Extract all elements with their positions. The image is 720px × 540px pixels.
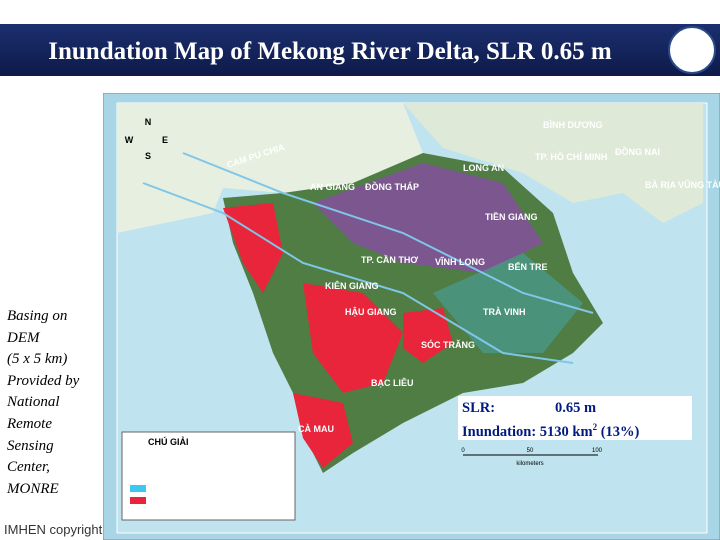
sidebar-line: Sensing [7, 437, 54, 454]
compass-label: W [125, 135, 134, 145]
river [142, 182, 574, 364]
legend-swatch [130, 497, 146, 504]
sidebar-line: DEM [7, 329, 40, 346]
east-land [403, 103, 703, 223]
slr-value: 0.65 m [555, 400, 597, 416]
flood [303, 283, 403, 393]
footer: IMHEN copyright [4, 522, 103, 537]
scale-tick: 100 [592, 448, 603, 454]
sidebar-line: Basing on [7, 308, 68, 324]
sidebar-line: Remote [7, 415, 52, 432]
legend-swatch [130, 485, 146, 492]
province-label: ĐỒNG THÁP [365, 181, 419, 192]
cambodia [117, 103, 423, 233]
province-label: LONG AN [463, 163, 504, 173]
inundation-exp: 2 [592, 422, 598, 432]
flood [293, 393, 353, 468]
scale-unit: kilometers [516, 461, 543, 467]
sidebar-line: (5 x 5 km) [7, 351, 68, 368]
scale-tick: 50 [527, 448, 534, 454]
province-label: BÌNH DƯƠNG [543, 120, 603, 130]
province-label: CÀ MAU [298, 424, 334, 434]
flood [403, 308, 453, 363]
province-label: SÓC TRĂNG [421, 339, 475, 350]
slr-line: SLR: 0.65 m [462, 399, 692, 418]
province-label: TIỀN GIANG [485, 212, 538, 222]
province-label: TP. CẦN THƠ [361, 255, 418, 265]
slide-title: Inundation Map of Mekong River Delta, SL… [48, 38, 612, 65]
slr-label: SLR: [462, 400, 496, 416]
province-label: HẬU GIANG [345, 306, 397, 317]
flood [223, 203, 283, 293]
province-label: BÀ RỊA VŨNG TÀU [645, 180, 720, 190]
legend-box [121, 431, 296, 521]
province-label: TRÀ VINH [483, 307, 526, 317]
compass-label: N [145, 117, 152, 127]
info-box: SLR: 0.65 m Inundation: 5130 km2 (13%) [458, 396, 692, 440]
inundation-line: Inundation: 5130 km2 (13%) [462, 418, 692, 442]
sidebar-line: National [7, 394, 60, 411]
header-bar [0, 24, 720, 76]
scale-tick: 0 [461, 448, 465, 454]
province-label: BẾN TRE [508, 262, 548, 272]
compass-label: E [162, 135, 168, 145]
river [182, 152, 594, 314]
sidebar-line: MONRE [7, 480, 59, 497]
province-label: AN GIANG [310, 182, 355, 192]
sidebar-text: Basing on DEM (5 x 5 km) Provided by Nationa… [7, 306, 79, 500]
logo [668, 26, 716, 74]
inundation-share: (13%) [600, 423, 640, 440]
region-teal [433, 253, 583, 353]
sidebar-line: Provided by [7, 372, 80, 389]
province-label: TP. HỒ CHÍ MINH [535, 151, 607, 162]
legend-title: CHÚ GIẢI [148, 436, 189, 447]
province-label: BẠC LIÊU [371, 377, 414, 388]
region-purple [313, 163, 543, 273]
inundation-value: 5130 km [539, 423, 593, 440]
inundation-label: Inundation: [462, 423, 537, 440]
compass-label: S [145, 151, 151, 161]
province-label: ĐỒNG NAI [615, 146, 660, 157]
sidebar-line: Center, [7, 459, 50, 476]
province-label: KIÊN GIANG [325, 280, 379, 291]
province-label: VĨNH LONG [435, 257, 485, 267]
